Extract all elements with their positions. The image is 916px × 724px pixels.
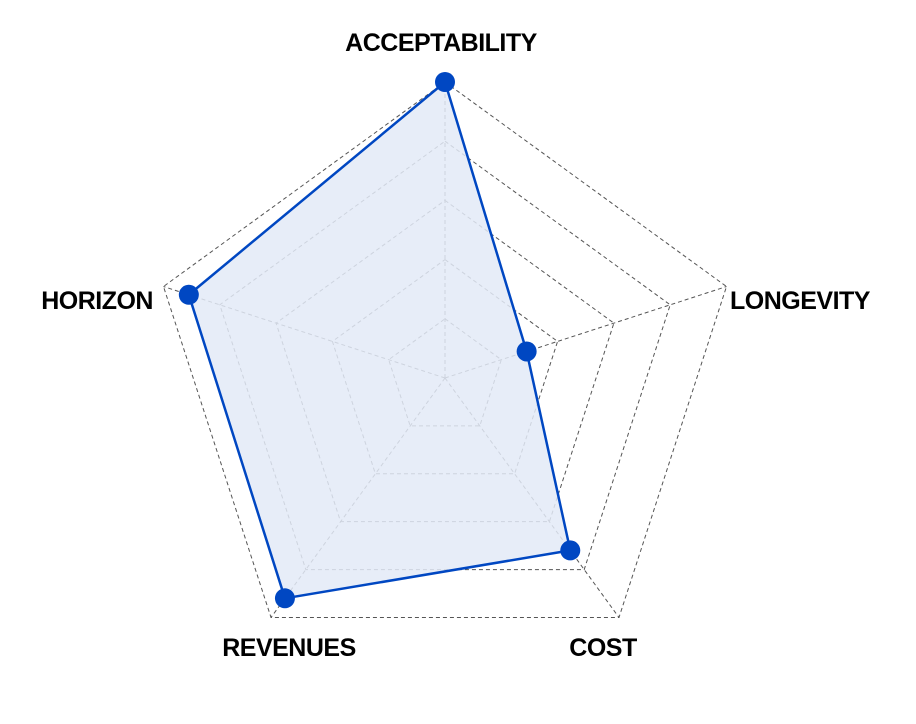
data-point-revenues xyxy=(274,588,295,609)
axis-label-revenues: REVENUES xyxy=(222,634,356,662)
grid-ring-2 xyxy=(331,258,559,475)
radar-data-area xyxy=(187,80,572,600)
data-point-longevity xyxy=(516,341,537,362)
axis-label-cost: COST xyxy=(569,634,637,662)
radar-data-points xyxy=(178,72,581,609)
data-point-acceptability xyxy=(435,72,455,92)
data-point-horizon xyxy=(178,284,199,305)
axis-label-horizon: HORIZON xyxy=(41,287,153,315)
axis-label-longevity: LONGEVITY xyxy=(730,287,871,315)
data-point-cost xyxy=(560,540,581,561)
data-area-polygon xyxy=(187,80,572,600)
radar-axis-labels: ACCEPTABILITY LONGEVITY COST REVENUES HORIZO… xyxy=(41,29,871,662)
grid-ring-5 xyxy=(162,81,728,618)
axis-label-acceptability: ACCEPTABILITY xyxy=(345,29,537,57)
